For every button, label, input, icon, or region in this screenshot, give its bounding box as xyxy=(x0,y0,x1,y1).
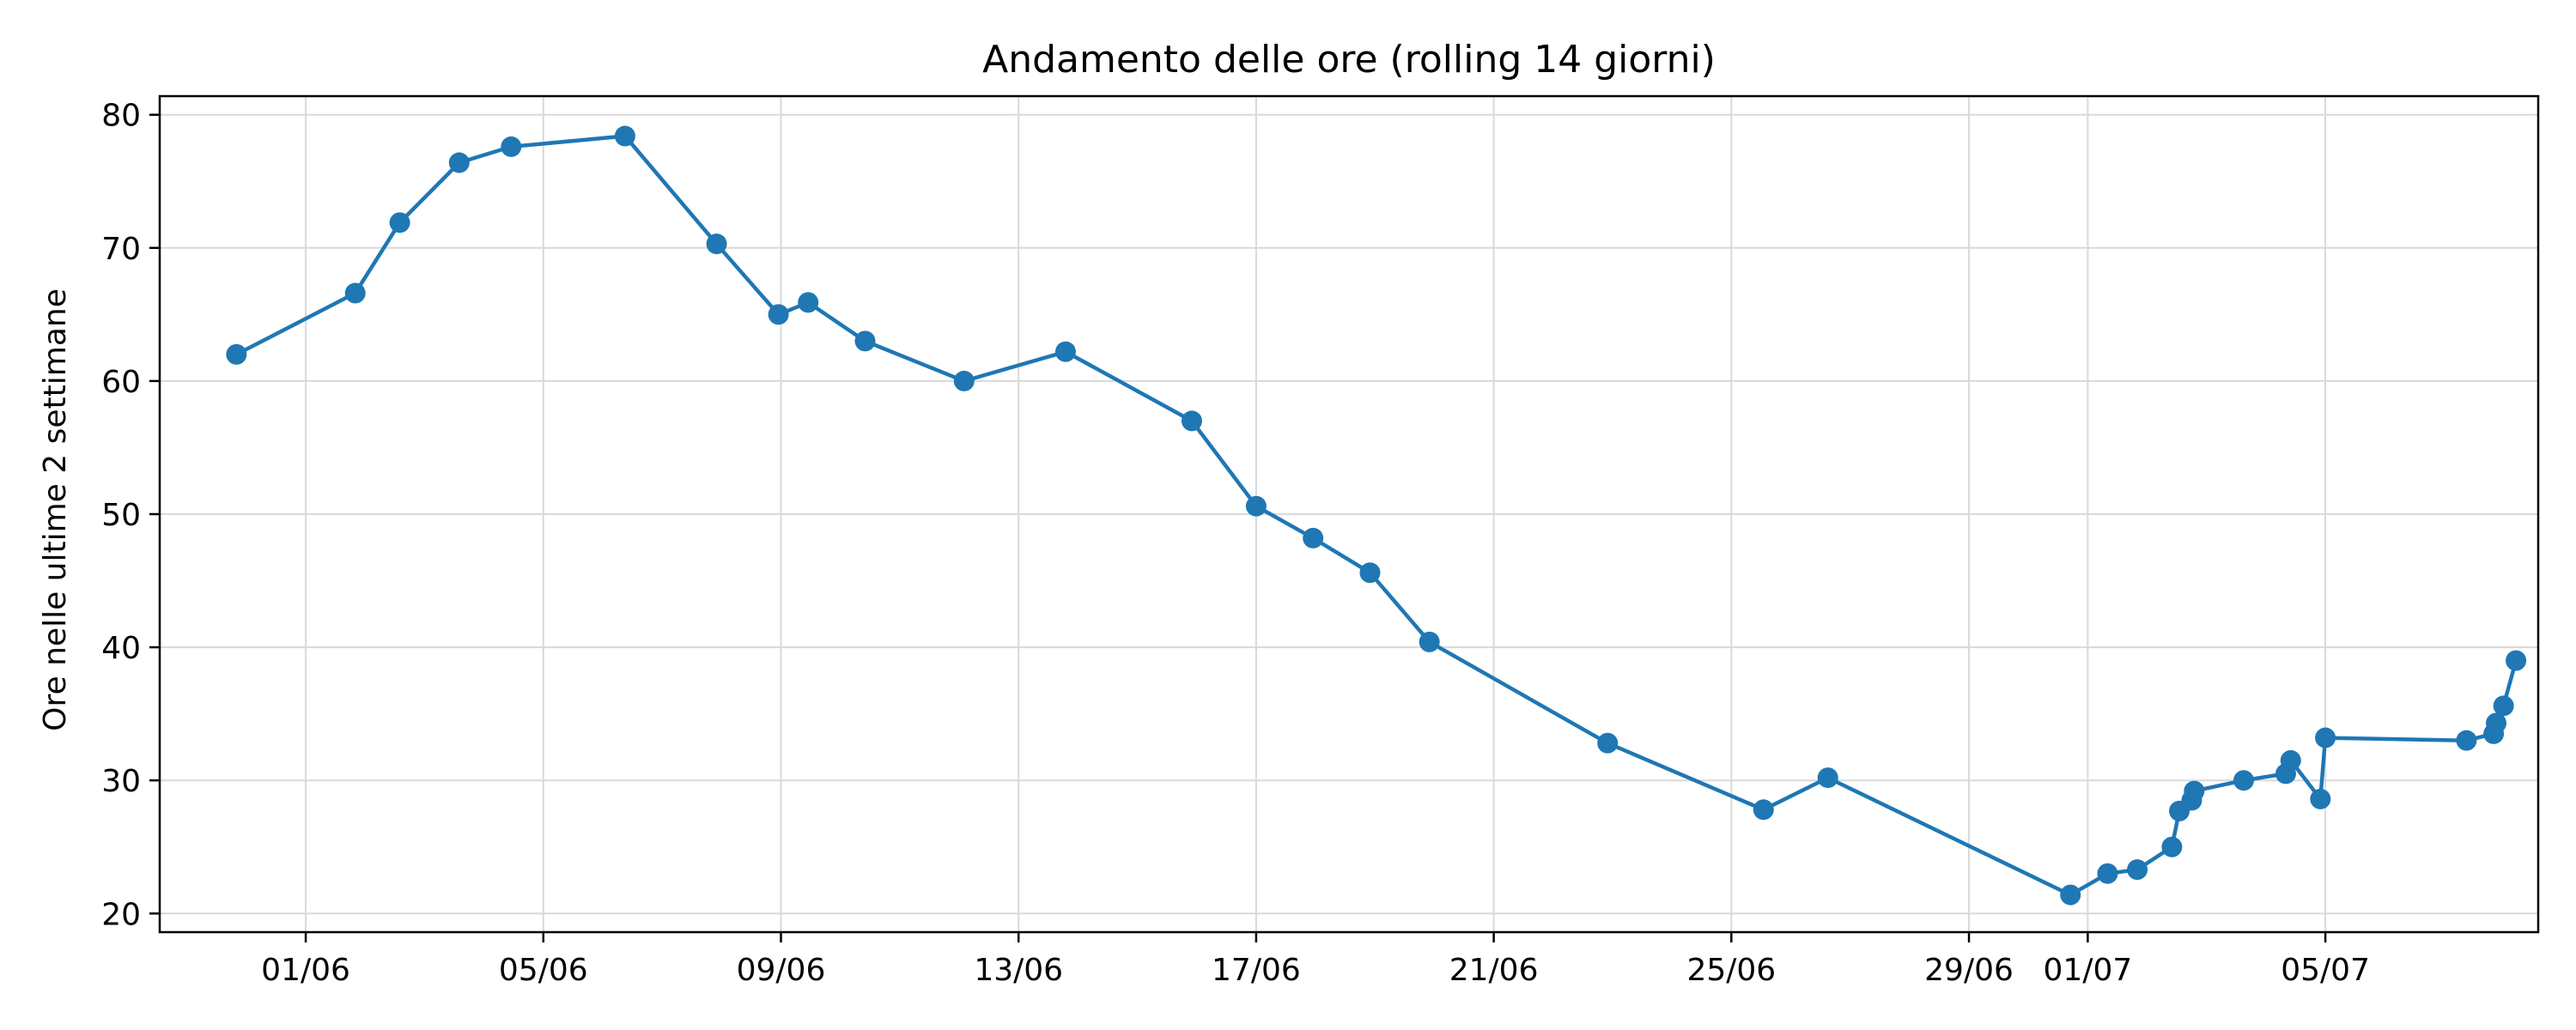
data-point xyxy=(2456,730,2477,751)
data-point xyxy=(2315,727,2336,748)
y-tick-label: 30 xyxy=(101,764,141,799)
y-tick-label: 80 xyxy=(101,99,141,134)
x-tick-label: 05/07 xyxy=(2281,953,2370,988)
data-point xyxy=(798,292,819,313)
y-axis-label: Ore nelle ultime 2 settimane xyxy=(38,288,73,731)
x-tick-label: 09/06 xyxy=(737,953,826,988)
data-point xyxy=(501,136,522,157)
data-point xyxy=(2184,780,2205,802)
data-point xyxy=(2493,695,2514,717)
data-point xyxy=(706,233,727,255)
data-point xyxy=(2280,749,2301,771)
data-point xyxy=(344,282,366,304)
axis-ticks: 01/06 05/06 09/06 13/06 17/06 21/06 25/06 29/06… xyxy=(101,99,2370,988)
data-point xyxy=(2161,836,2183,857)
data-point xyxy=(226,343,247,365)
data-point xyxy=(1597,732,1619,754)
data-point xyxy=(2485,712,2506,734)
x-tick-label: 29/06 xyxy=(1924,953,2014,988)
data-point xyxy=(1359,562,1381,584)
data-point xyxy=(1054,341,1076,362)
x-tick-label: 17/06 xyxy=(1212,953,1301,988)
data-point xyxy=(2506,650,2527,671)
grid xyxy=(160,96,2538,932)
data-point xyxy=(1303,527,1324,548)
x-tick-label: 13/06 xyxy=(974,953,1063,988)
x-tick-label: 21/06 xyxy=(1449,953,1539,988)
plot-frame xyxy=(158,94,2540,934)
x-tick-label: 25/06 xyxy=(1686,953,1776,988)
data-point xyxy=(1245,495,1267,517)
x-tick-label: 01/06 xyxy=(261,953,350,988)
y-tick-label: 40 xyxy=(101,631,141,666)
data-point xyxy=(2097,863,2118,884)
y-tick-label: 60 xyxy=(101,365,141,400)
chart-title: Andamento delle ore (rolling 14 giorni) xyxy=(982,38,1716,82)
data-point xyxy=(614,125,635,147)
data-point xyxy=(1753,799,1774,821)
data-point xyxy=(2233,770,2254,791)
data-point xyxy=(953,370,975,391)
data-point xyxy=(2060,884,2081,906)
data-point xyxy=(389,212,410,233)
data-point xyxy=(2310,788,2331,809)
data-point xyxy=(2127,859,2148,881)
series-group xyxy=(226,125,2527,906)
y-tick-label: 70 xyxy=(101,232,141,267)
data-point xyxy=(768,304,789,325)
data-point xyxy=(1419,631,1440,652)
x-tick-label: 01/07 xyxy=(2044,953,2133,988)
data-point xyxy=(1181,410,1202,432)
y-tick-label: 50 xyxy=(101,498,141,533)
data-point xyxy=(854,330,876,352)
y-tick-label: 20 xyxy=(101,897,141,932)
data-point xyxy=(448,152,470,173)
data-point xyxy=(1817,767,1838,789)
x-tick-label: 05/06 xyxy=(499,953,588,988)
